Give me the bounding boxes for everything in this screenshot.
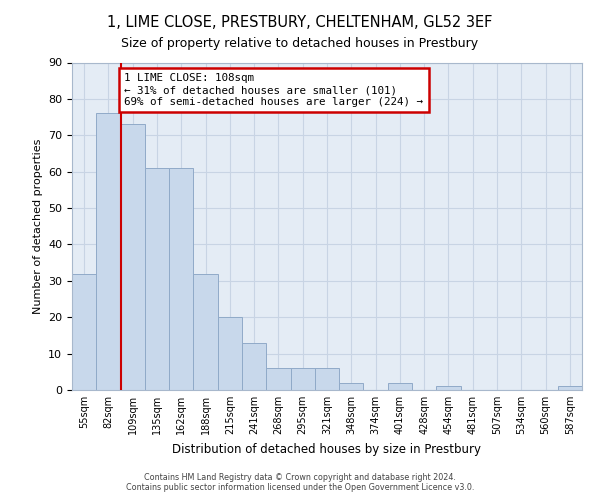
Bar: [290, 368, 315, 390]
Bar: [193, 274, 218, 390]
Bar: [242, 342, 266, 390]
X-axis label: Distribution of detached houses by size in Prestbury: Distribution of detached houses by size …: [173, 442, 482, 456]
Bar: [96, 114, 121, 390]
Bar: [72, 274, 96, 390]
Bar: [169, 168, 193, 390]
Text: 1, LIME CLOSE, PRESTBURY, CHELTENHAM, GL52 3EF: 1, LIME CLOSE, PRESTBURY, CHELTENHAM, GL…: [107, 15, 493, 30]
Bar: [218, 317, 242, 390]
Bar: [436, 386, 461, 390]
Y-axis label: Number of detached properties: Number of detached properties: [32, 138, 43, 314]
Bar: [315, 368, 339, 390]
Bar: [558, 386, 582, 390]
Text: 1 LIME CLOSE: 108sqm
← 31% of detached houses are smaller (101)
69% of semi-deta: 1 LIME CLOSE: 108sqm ← 31% of detached h…: [124, 74, 423, 106]
Bar: [339, 382, 364, 390]
Bar: [388, 382, 412, 390]
Bar: [145, 168, 169, 390]
Text: Size of property relative to detached houses in Prestbury: Size of property relative to detached ho…: [121, 38, 479, 51]
Bar: [266, 368, 290, 390]
Bar: [121, 124, 145, 390]
Text: Contains HM Land Registry data © Crown copyright and database right 2024.
Contai: Contains HM Land Registry data © Crown c…: [126, 473, 474, 492]
